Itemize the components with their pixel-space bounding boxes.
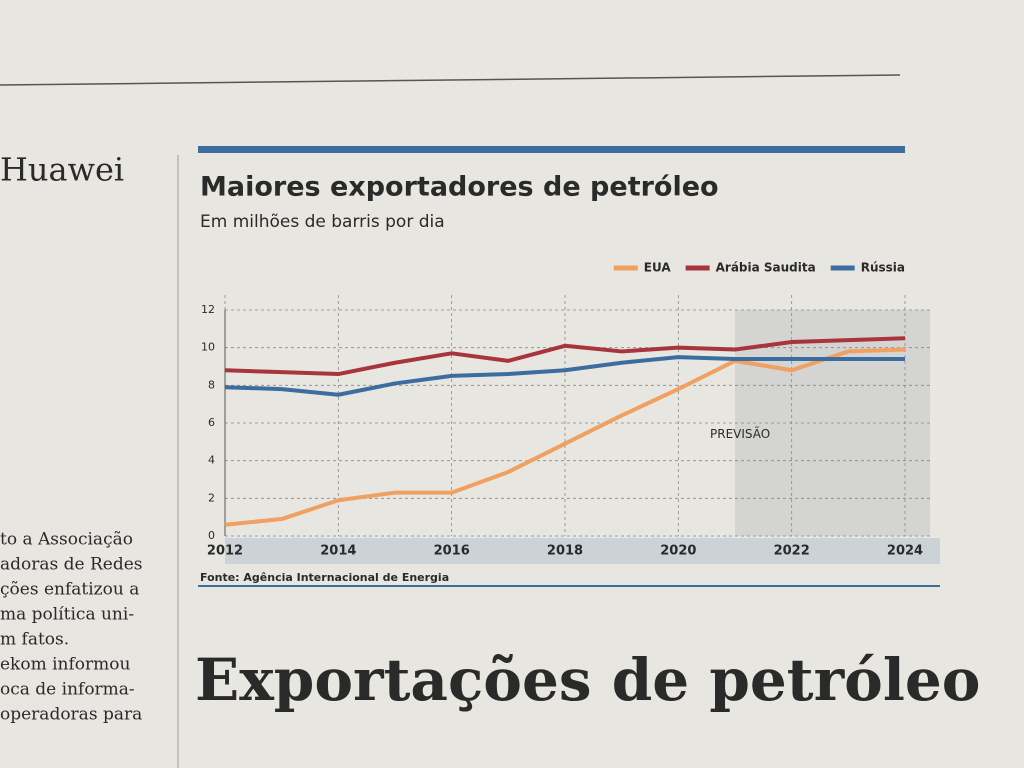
y-tick-label: 12 xyxy=(201,303,215,316)
x-tick-label: 2018 xyxy=(547,544,583,559)
source: Fonte: Agência Internacional de Energia xyxy=(200,571,449,584)
side-line: ekom informou xyxy=(0,655,131,675)
x-tick-label: 2012 xyxy=(207,544,243,559)
y-tick-label: 2 xyxy=(208,491,215,504)
chart-title: Maiores exportadores de petróleo xyxy=(200,172,719,203)
y-tick-label: 4 xyxy=(208,454,215,467)
y-tick-label: 6 xyxy=(208,416,215,429)
y-tick-label: 0 xyxy=(208,529,215,542)
chart-subtitle: Em milhões de barris por dia xyxy=(200,212,445,232)
x-tick-label: 2016 xyxy=(434,544,470,559)
legend-label: Rússia xyxy=(861,261,905,275)
side-line: adoras de Redes xyxy=(0,555,143,575)
side-line: ma política uni- xyxy=(0,605,134,625)
y-tick-label: 8 xyxy=(208,378,215,391)
rule xyxy=(0,74,901,86)
side-line: ções enfatizou a xyxy=(0,580,139,600)
legend-label: EUA xyxy=(644,261,672,275)
plot: PREVISÃO 0 2 4 6 8 10 12 2012 2014 2016 2018 2020 202… xyxy=(201,261,930,559)
y-tick-label: 10 xyxy=(201,341,215,354)
side-line: oca de informa- xyxy=(0,680,135,700)
x-axis-band xyxy=(225,538,940,564)
series-line xyxy=(224,336,906,377)
legend-label: Arábia Saudita xyxy=(716,261,816,275)
x-tick-label: 2014 xyxy=(320,544,356,559)
x-tick-label: 2024 xyxy=(887,544,923,559)
side-line: operadoras para xyxy=(0,705,142,725)
side-line: m fatos. xyxy=(0,630,69,650)
side-column: to a Associação adoras de Redes ções enfat… xyxy=(0,530,143,725)
forecast-label: PREVISÃO xyxy=(710,426,770,441)
series-line xyxy=(224,347,906,527)
top-bar xyxy=(198,146,905,153)
x-tick-label: 2020 xyxy=(660,544,696,559)
side-line: to a Associação xyxy=(0,530,133,550)
series-line xyxy=(224,355,905,397)
side-heading: Huawei xyxy=(0,151,124,189)
headline: Exportações de petróleo xyxy=(195,646,980,714)
x-tick-label: 2022 xyxy=(774,544,810,559)
